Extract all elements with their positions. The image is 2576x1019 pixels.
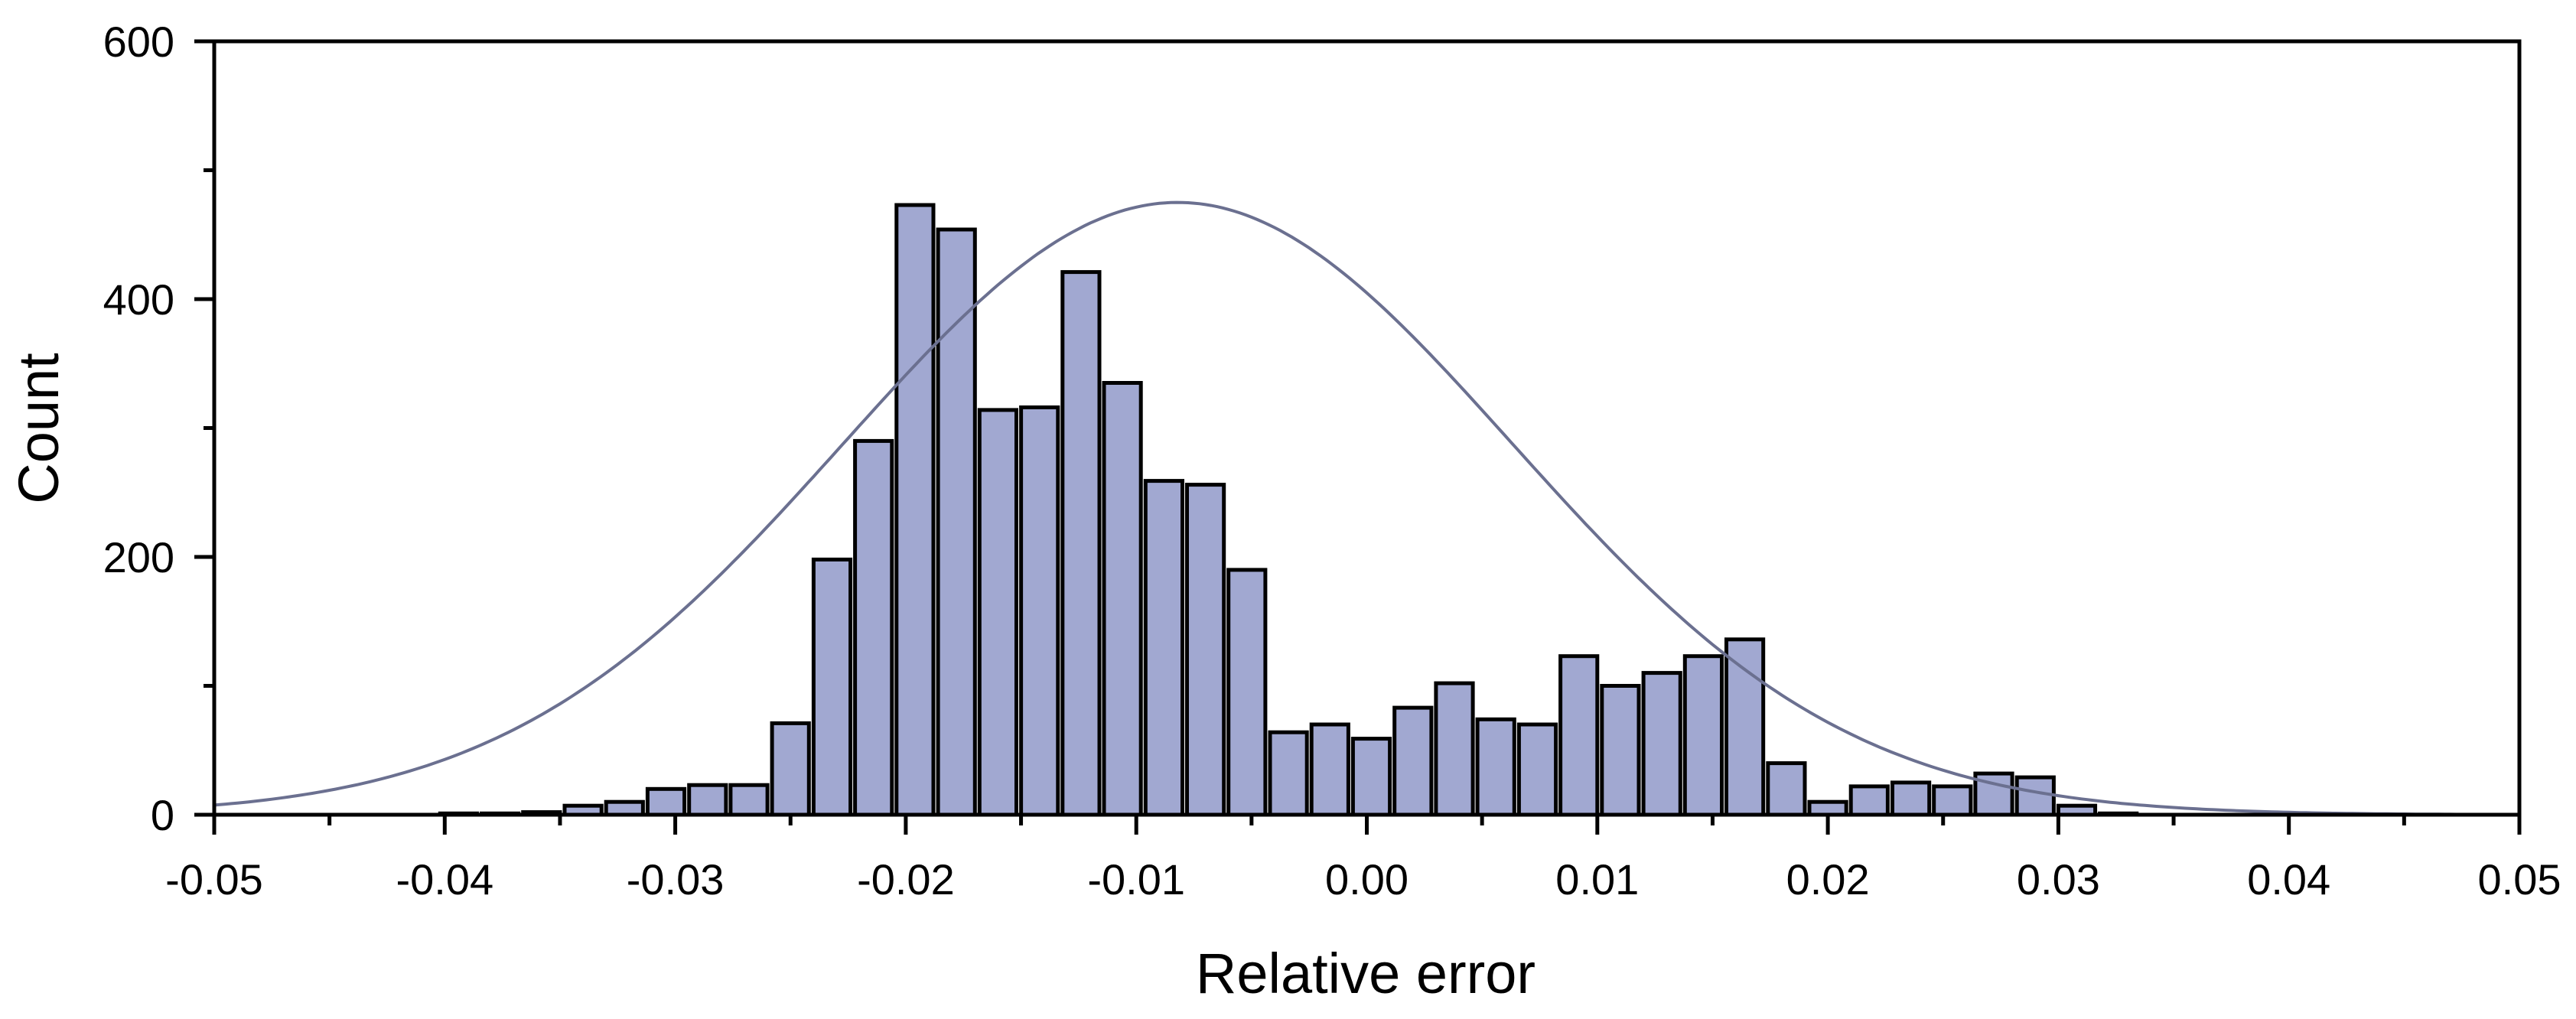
histogram-bar [1600,684,1641,817]
histogram-bar [770,721,811,817]
histogram-bar [1682,654,1724,817]
histogram-bar [1766,761,1807,817]
normal-fit-curve [213,200,2519,816]
x-tick-label: -0.01 [1087,855,1185,903]
ticks-layer: -0.05 -0.04 -0.03 -0.02 -0.01 0.00 0.01 0.02 0.0… [103,18,2561,903]
histogram-bar [1807,799,1848,817]
histogram-bar [977,408,1019,817]
histogram-bar [1641,671,1682,817]
histogram-bar [1019,405,1060,817]
x-tick-label: 0.05 [2478,855,2561,903]
histogram-bar [1309,722,1350,817]
plot-frame [212,39,2522,817]
histogram-bar [2014,775,2056,817]
x-tick-label: 0.01 [1555,855,1639,903]
histogram-bar [1724,637,1766,817]
x-tick-label: 0.00 [1325,855,1408,903]
histogram-bar [1350,737,1392,817]
y-tick-label: 0 [151,791,174,839]
histogram-bar [1268,730,1309,817]
histogram-bar [1185,483,1226,817]
histogram-bar [645,786,687,817]
axes-layer [212,39,2522,817]
histogram-bar [936,227,977,817]
histogram-bar [1890,780,1932,817]
labels-layer: Relative error Count [7,353,1536,1005]
x-tick-label: 0.03 [2017,855,2100,903]
x-tick-label: 0.04 [2247,855,2330,903]
histogram-bar [728,783,770,817]
histogram-bar [1932,784,1973,817]
y-tick-label: 600 [103,18,174,66]
x-tick-label: -0.04 [396,855,493,903]
x-axis-title: Relative error [1196,942,1536,1005]
histogram-bar [1102,381,1143,817]
x-tick-label: -0.02 [857,855,955,903]
histogram-bar [1848,784,1890,817]
histogram-bar [1475,717,1516,817]
histogram-bar [1558,654,1600,817]
histogram-bar [687,783,728,817]
bars-layer [438,203,2139,817]
y-tick-label: 400 [103,275,174,324]
x-tick-label: 0.02 [1786,855,1870,903]
histogram-bar [811,557,853,817]
histogram-bar [1516,722,1558,817]
histogram-bar [1143,479,1185,817]
histogram-bar [1434,681,1475,817]
histogram-bar [853,438,894,817]
histogram-bar [1060,270,1102,817]
curve-layer [213,200,2519,816]
histogram-bar [1392,705,1434,817]
histogram-bar [1226,568,1268,817]
y-tick-label: 200 [103,533,174,581]
histogram-bar [604,799,645,817]
x-tick-label: -0.05 [165,855,263,903]
y-axis-title: Count [7,353,70,504]
x-tick-label: -0.03 [627,855,725,903]
histogram-bar [894,203,936,817]
